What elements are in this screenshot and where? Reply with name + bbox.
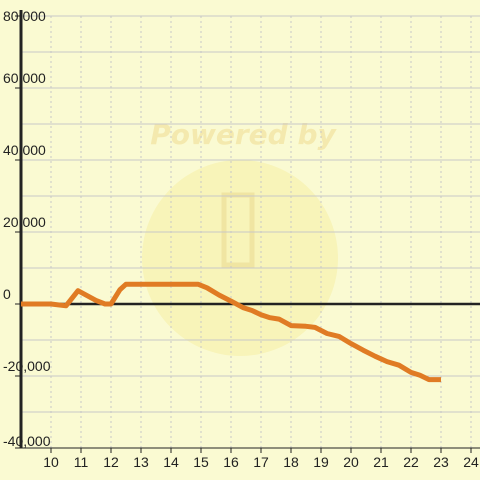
x-tick-label: 14 (163, 454, 179, 470)
series-line (21, 281, 441, 383)
y-tick-label: 40,000 (3, 142, 46, 158)
x-tick-label: 11 (74, 454, 89, 470)
watermark-logo-icon (142, 160, 338, 356)
axes (15, 10, 480, 453)
y-tick-label: -40,000 (3, 433, 51, 449)
x-tick-label: 10 (43, 454, 59, 470)
x-tick-label: 17 (253, 454, 269, 470)
watermark-glyph (221, 192, 255, 268)
grid (21, 15, 480, 449)
x-tick-label: 22 (403, 454, 419, 470)
x-tick-label: 24 (463, 454, 479, 470)
x-tick-label: 20 (343, 454, 359, 470)
x-tick-label: 19 (313, 454, 329, 470)
x-tick-label: 23 (433, 454, 449, 470)
y-tick-label: 80,000 (3, 8, 46, 24)
x-tick-label: 18 (283, 454, 299, 470)
series-layer (21, 281, 441, 383)
y-tick-label: 20,000 (3, 214, 46, 230)
x-tick-label: 13 (133, 454, 149, 470)
x-tick-label: 21 (373, 454, 389, 470)
watermark-text: Powered by (150, 118, 337, 151)
x-tick-label: 15 (193, 454, 209, 470)
y-tick-label: 60,000 (3, 70, 46, 86)
x-tick-label: 12 (103, 454, 119, 470)
y-tick-label: -20,000 (3, 358, 51, 374)
x-tick-label: 16 (223, 454, 239, 470)
tick-labels: -40,000 -20,000 0 20,000 40,000 60,000 80,000 1… (3, 8, 479, 470)
y-tick-label: 0 (3, 286, 11, 302)
